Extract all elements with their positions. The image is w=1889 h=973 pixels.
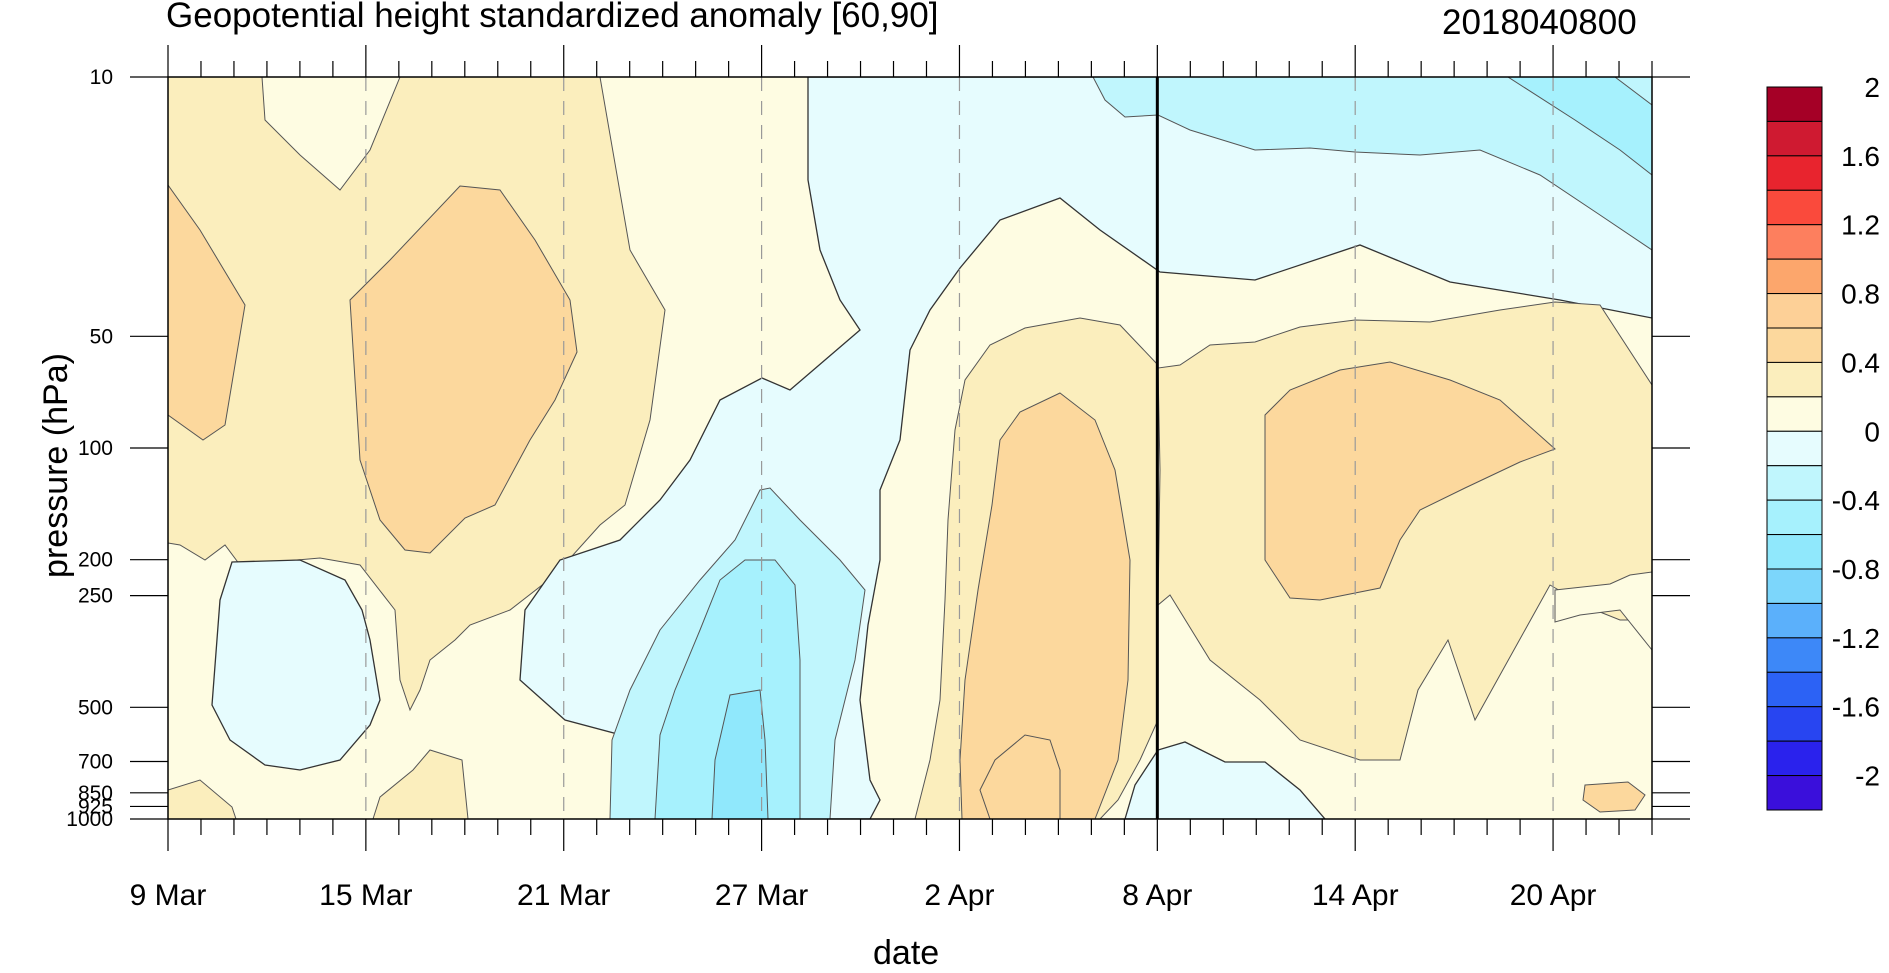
y-tick-label: 250 <box>78 585 113 608</box>
colorbar: 2 1.6 1.2 0.8 0.4 0 -0.4 -0.8 -1.2 -1.6 -2 <box>1766 72 1880 811</box>
chart-title: Geopotential height standardized anomaly… <box>166 0 939 35</box>
colorbar-swatch <box>1766 671 1823 708</box>
x-tick-label: 15 Mar <box>319 879 412 912</box>
contour-region-neutral-small <box>1554 571 1652 651</box>
colorbar-swatch <box>1766 293 1823 329</box>
x-axis-label: date <box>873 934 940 972</box>
contour-region-pos-mid-a <box>168 184 246 441</box>
x-tick-label: 20 Apr <box>1510 879 1597 912</box>
x-tick-label: 9 Mar <box>130 879 207 912</box>
colorbar-label: 1.6 <box>1841 141 1880 172</box>
contour-region-pos-bottom-blob <box>1582 781 1646 813</box>
contour-region-pos-right-mid <box>1264 361 1556 601</box>
contour-region-neg-top-deep <box>1507 77 1652 176</box>
colorbar-swatch <box>1766 534 1823 570</box>
y-tick-label: 1000 <box>66 808 113 831</box>
x-tick-label: 2 Apr <box>924 879 994 912</box>
contour-fills <box>168 77 1652 819</box>
contour-region-neg-deepest <box>711 689 769 819</box>
colorbar-label: 2 <box>1864 72 1880 103</box>
colorbar-swatch <box>1766 120 1823 157</box>
colorbar-label: -1.6 <box>1832 692 1880 723</box>
colorbar-label: -1.2 <box>1832 623 1880 654</box>
colorbar-swatch <box>1766 327 1823 363</box>
y-tick-label: 10 <box>90 66 113 89</box>
x-tick-label: 8 Apr <box>1122 879 1192 912</box>
colorbar-swatch <box>1766 155 1823 191</box>
colorbar-swatch <box>1766 602 1823 639</box>
colorbar-label: -2 <box>1855 761 1880 792</box>
colorbar-swatch <box>1766 499 1823 536</box>
colorbar-swatch <box>1766 430 1823 467</box>
y-tick-label: 50 <box>90 325 113 348</box>
contour-region-neg-blob-left <box>211 559 381 771</box>
colorbar-swatch <box>1766 465 1823 501</box>
colorbar-swatch <box>1766 189 1823 226</box>
colorbar-label: -0.4 <box>1832 485 1880 516</box>
colorbar-swatch <box>1766 775 1823 811</box>
contour-region-pos-bottom-apr <box>979 734 1061 819</box>
y-tick-label: 500 <box>78 696 113 719</box>
run-label: 2018040800 <box>1442 3 1637 42</box>
grid-lines <box>365 77 1554 819</box>
colorbar-swatch <box>1766 86 1823 122</box>
x-tick-label: 21 Mar <box>517 879 610 912</box>
y-tick-label: 925 <box>78 795 113 818</box>
colorbar-label: 0.4 <box>1841 347 1880 378</box>
contour-region-pos-mid-b <box>349 185 578 554</box>
colorbar-swatch <box>1766 396 1823 432</box>
colorbar-swatch <box>1766 637 1823 673</box>
x-tick-label: 27 Mar <box>715 879 808 912</box>
y-tick-label: 200 <box>78 549 113 572</box>
y-tick-label: 700 <box>78 751 113 774</box>
y-tick-label: 850 <box>78 782 113 805</box>
colorbar-swatch <box>1766 706 1823 742</box>
x-axis-ticks: 9 Mar 15 Mar 21 Mar 27 Mar 2 Apr 8 Apr 14 Apr 2… <box>130 45 1653 912</box>
colorbar-label: 0 <box>1864 416 1880 447</box>
colorbar-label: 0.8 <box>1841 279 1880 310</box>
contour-region-pos-apr-mid <box>959 392 1131 819</box>
colorbar-swatch <box>1766 740 1823 777</box>
colorbar-swatch <box>1766 361 1823 398</box>
colorbar-swatch <box>1766 568 1823 604</box>
colorbar-swatch <box>1766 258 1823 295</box>
x-tick-label: 14 Apr <box>1312 879 1399 912</box>
colorbar-swatch <box>1766 224 1823 260</box>
contour-region-pos-left-inner <box>168 779 237 819</box>
colorbar-label: 1.2 <box>1841 210 1880 241</box>
colorbar-label: -0.8 <box>1832 554 1880 585</box>
y-tick-label: 100 <box>78 437 113 460</box>
contour-region-neg-bottom-right <box>1124 741 1326 819</box>
contour-region-pos-left-bottom <box>372 749 469 819</box>
